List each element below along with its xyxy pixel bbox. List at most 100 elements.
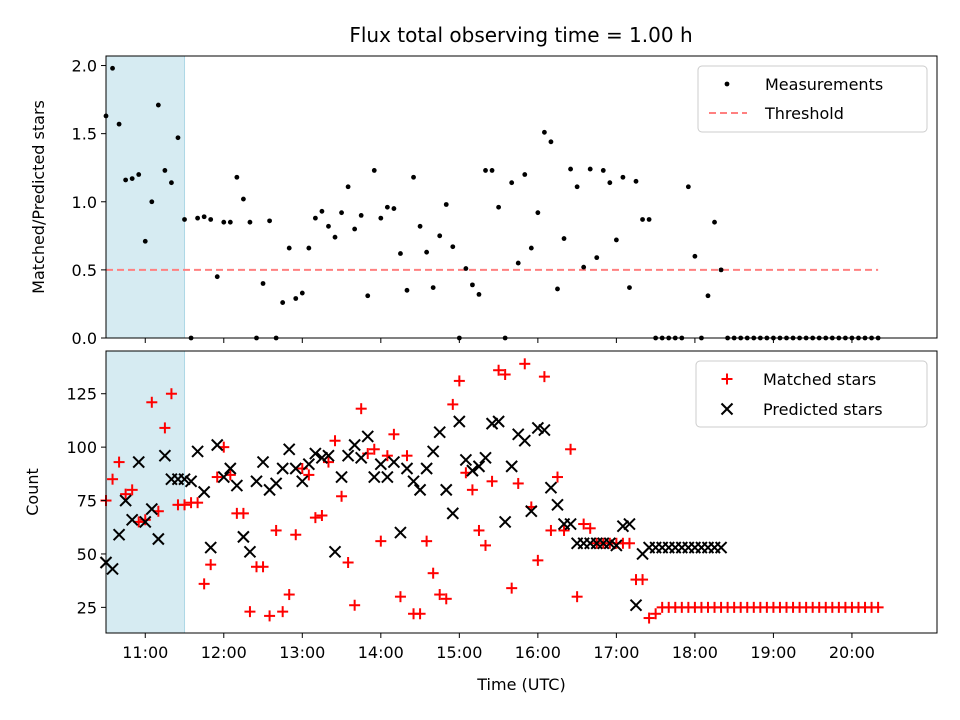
matched-star-point: [165, 388, 177, 400]
predicted-star-point: [472, 460, 486, 473]
measurement-point: [398, 251, 403, 256]
predicted-star-point: [237, 530, 250, 544]
legend-measurements-label: Measurements: [765, 75, 883, 94]
legend-predicted-label: Predicted stars: [763, 400, 883, 419]
measurement-point: [312, 215, 318, 221]
predicted-star-point: [538, 423, 551, 437]
predicted-star-point: [132, 455, 145, 469]
predicted-star-point: [400, 462, 414, 475]
matched-star-point: [486, 475, 498, 487]
ratio-legend-box: [697, 65, 928, 133]
count-ytick-label: 75: [77, 492, 97, 511]
measurement-point: [489, 168, 495, 173]
count-ytick-label: 100: [66, 438, 97, 457]
matched-star-point: [375, 535, 387, 547]
count-y-label: Count: [23, 468, 42, 516]
predicted-star-point: [243, 545, 257, 559]
matched-star-point: [872, 601, 884, 613]
measurement-point: [371, 168, 377, 173]
measurement-point: [515, 260, 521, 266]
predicted-star-point: [197, 485, 211, 499]
predicted-star-point: [354, 451, 368, 465]
count-legend: Matched stars Predicted stars: [695, 360, 928, 428]
measurement-point: [574, 184, 580, 190]
predicted-star-point: [211, 438, 224, 452]
count-x-ticks: 11:00 12:00 13:00 14:00 15:00 16:00 17:00 18:00…: [122, 633, 875, 662]
predicted-star-point: [158, 449, 172, 462]
count-xtick-label: 18:00: [672, 643, 718, 662]
count-xtick-label: 12:00: [201, 643, 247, 662]
predicted-star-point: [119, 494, 132, 507]
matched-star-point: [506, 582, 518, 594]
matched-star-point: [519, 358, 531, 370]
count-ytick-label: 125: [66, 385, 97, 404]
measurement-point: [260, 281, 266, 286]
predicted-star-point: [714, 541, 728, 554]
count-xtick-label: 13:00: [279, 643, 325, 662]
measurement-point: [424, 249, 430, 255]
measurement-point: [267, 218, 272, 224]
measurement-point: [620, 174, 626, 180]
measurement-point: [299, 290, 305, 296]
matched-star-point: [558, 524, 570, 536]
ratio-axes-frame: [105, 55, 938, 339]
predicted-star-point: [361, 430, 374, 443]
ratio-ytick-label: 1.0: [72, 193, 97, 212]
legend-matched-marker: [721, 373, 733, 385]
matched-star-point: [211, 471, 223, 483]
count-x-label: Time (UTC): [476, 675, 565, 694]
predicted-star-point: [139, 515, 152, 529]
measurement-point: [404, 287, 410, 293]
predicted-star-point: [479, 451, 492, 465]
predicted-star-point: [191, 445, 204, 458]
measurement-point: [692, 253, 698, 259]
matched-star-point: [388, 428, 400, 440]
legend-matched-label: Matched stars: [763, 370, 876, 389]
predicted-star-point: [112, 528, 126, 541]
count-xtick-label: 16:00: [515, 643, 561, 662]
measurement-point: [306, 245, 312, 251]
predicted-star-point: [433, 425, 446, 439]
count-points: [99, 358, 884, 624]
matched-star-point: [237, 507, 249, 519]
matched-star-point: [368, 443, 380, 455]
measurement-point: [555, 286, 560, 292]
predicted-star-point: [466, 464, 479, 477]
matched-star-point: [512, 477, 524, 489]
measurement-point: [136, 172, 142, 177]
measurement-point: [587, 166, 593, 172]
measurement-point: [201, 214, 207, 220]
predicted-star-point: [125, 513, 139, 526]
count-axes-frame: [105, 350, 938, 634]
predicted-star-point: [492, 415, 505, 428]
matched-star-point: [578, 518, 590, 530]
predicted-star-point: [204, 541, 217, 554]
matched-star-point: [551, 471, 563, 483]
predicted-star-point: [453, 415, 466, 428]
predicted-star-point: [296, 475, 309, 488]
measurement-point: [437, 233, 443, 239]
measurement-point: [247, 219, 253, 225]
measurement-point: [463, 266, 469, 271]
ratio-ytick-label: 1.5: [72, 125, 97, 144]
ratio-y-ticks: 0.0 0.5 1.0 1.5 2.0: [72, 57, 106, 348]
measurement-point: [175, 135, 181, 141]
predicted-star-point: [256, 455, 270, 469]
measurement-point: [280, 300, 286, 305]
predicted-star-point: [459, 453, 473, 467]
legend-measurement-marker: [724, 81, 730, 87]
count-axes: 25 50 75 100 125 11:00 12:00 13:00 14:00 15:00 16…: [23, 350, 938, 694]
matched-star-point: [257, 561, 269, 573]
measurement-point: [535, 210, 541, 216]
predicted-star-point: [518, 434, 531, 447]
predicted-star-point: [394, 526, 407, 539]
matched-star-point: [316, 510, 328, 521]
measurement-point: [214, 274, 220, 280]
matched-star-point: [394, 591, 406, 603]
matched-star-point: [342, 557, 354, 568]
matched-star-point: [349, 599, 361, 611]
ratio-axes: 0.00.51.01.52.0 Matched/Predicted stars …: [29, 55, 938, 348]
predicted-star-point: [328, 545, 342, 559]
predicted-star-point: [610, 539, 623, 552]
measurement-point: [365, 293, 371, 299]
